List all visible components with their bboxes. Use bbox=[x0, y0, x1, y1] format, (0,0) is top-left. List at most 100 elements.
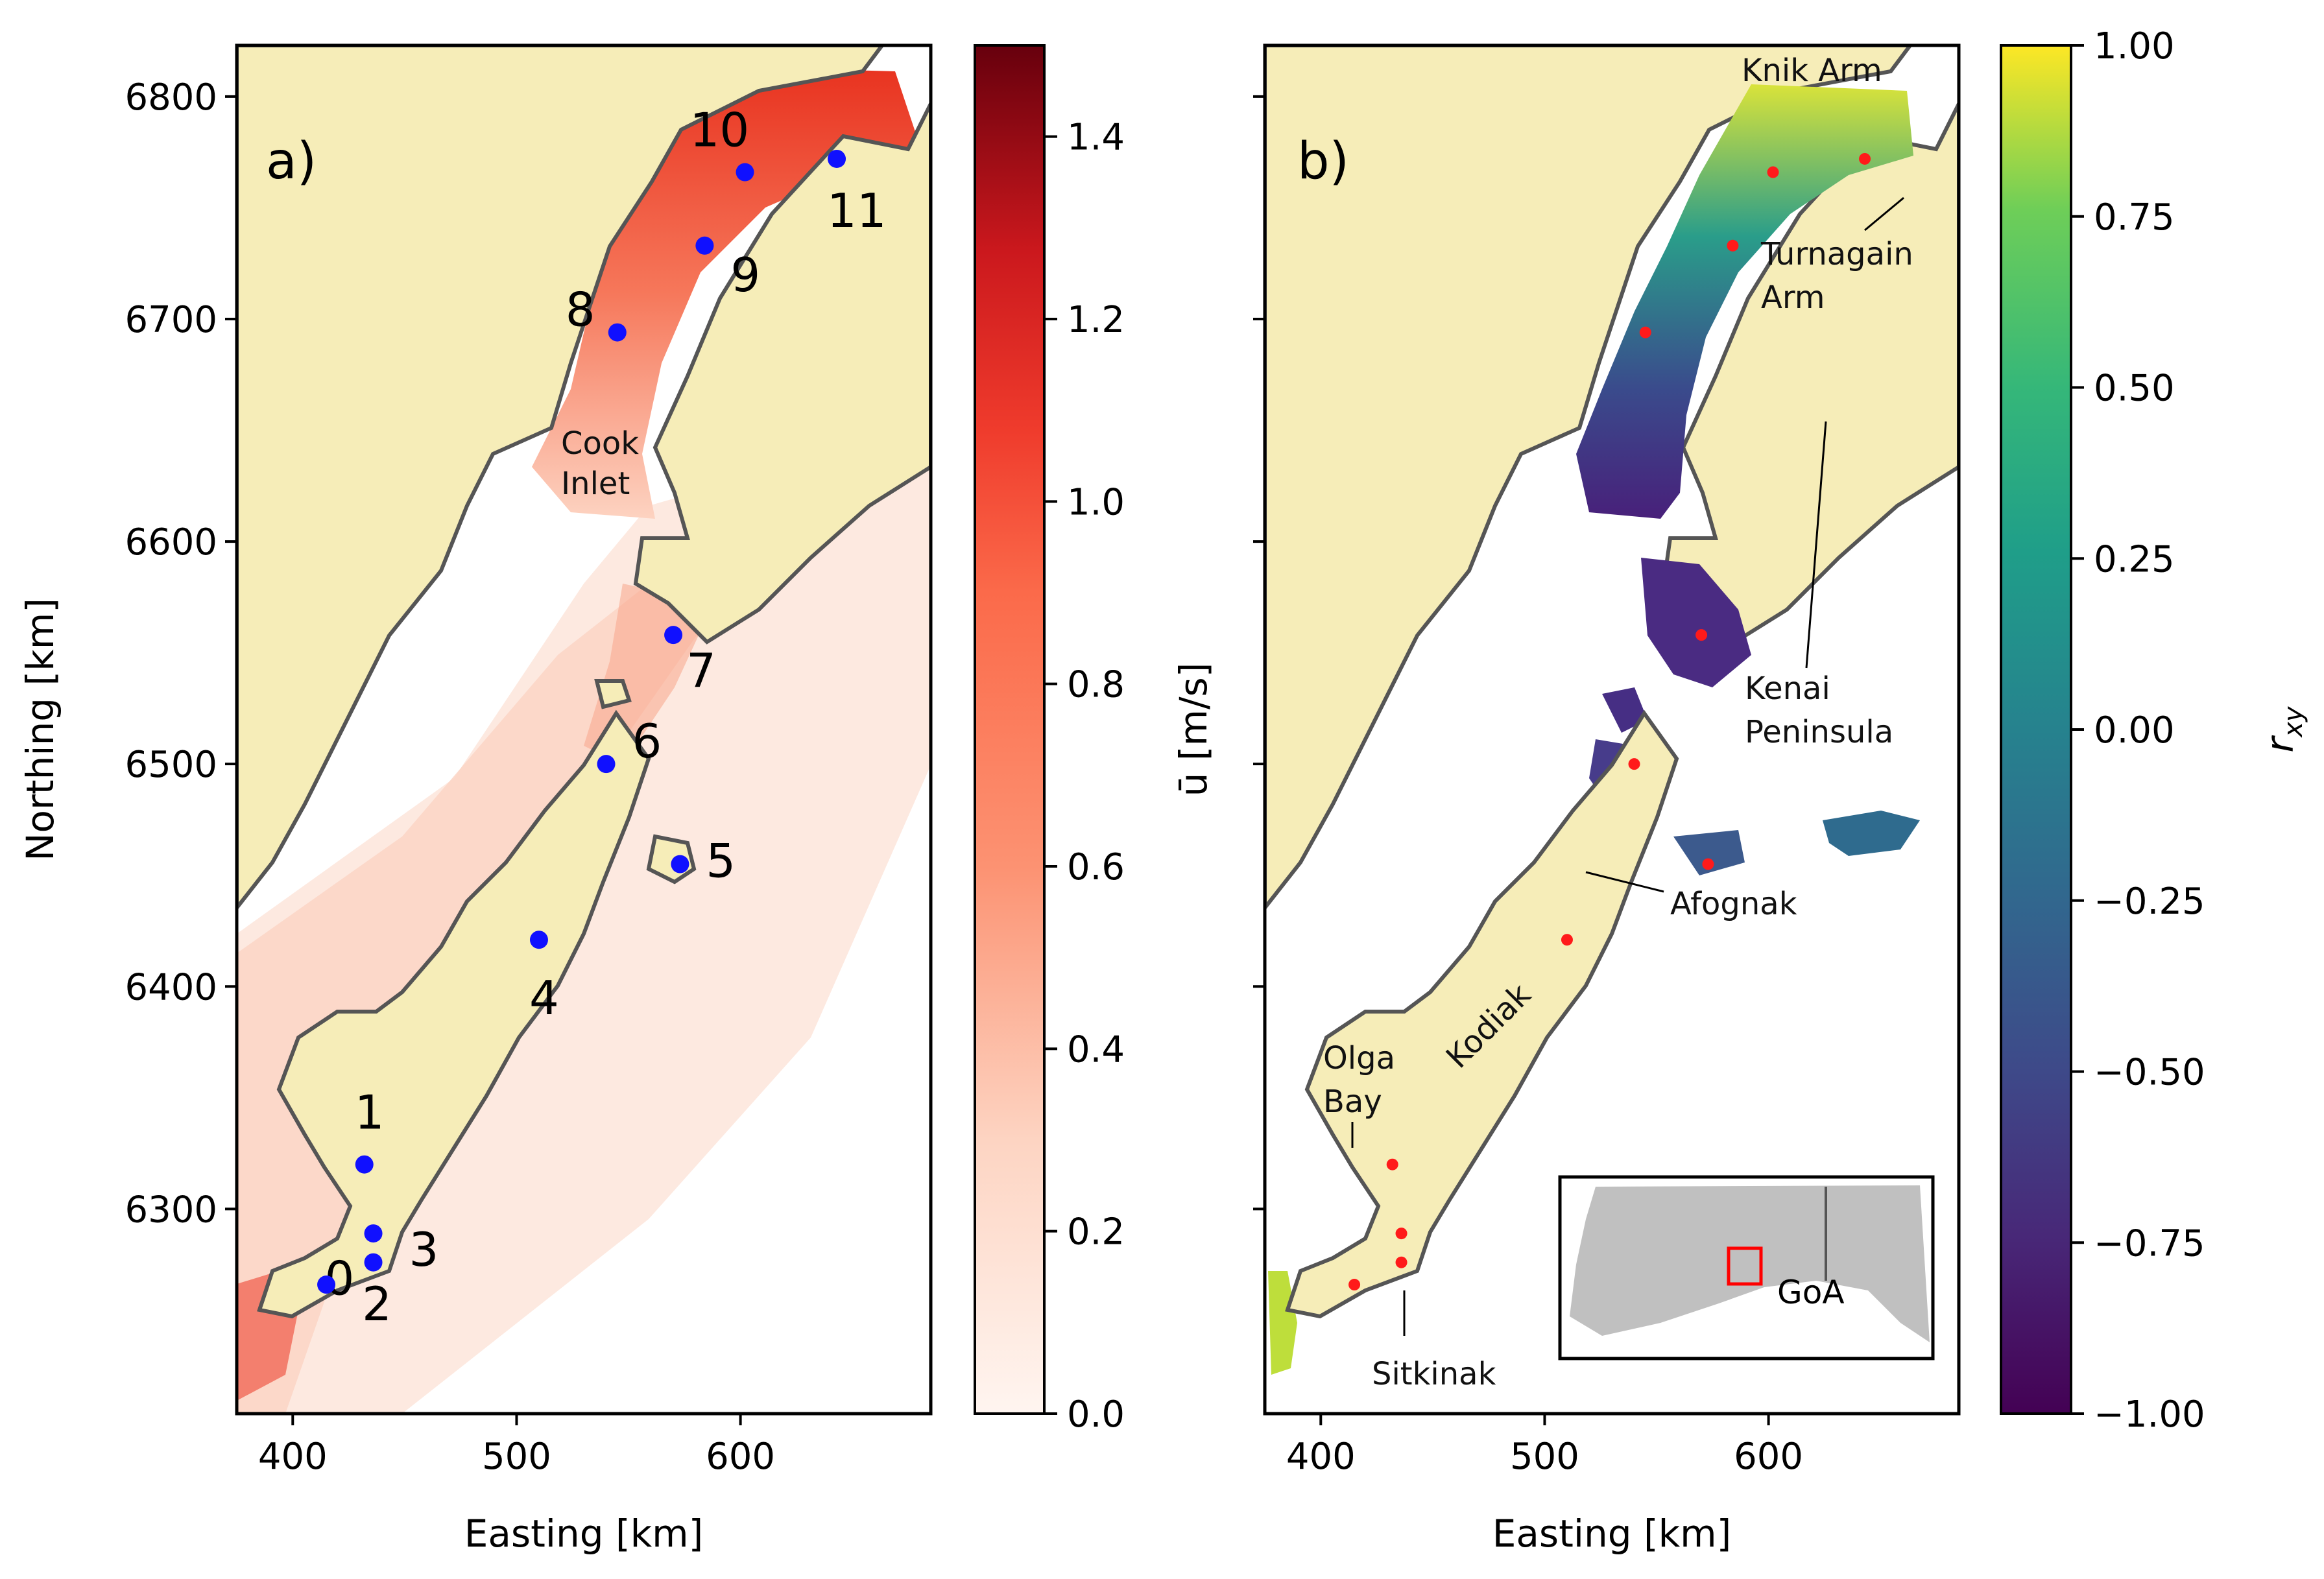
station-marker bbox=[317, 1276, 336, 1294]
panel-b-y-ticks bbox=[1253, 95, 1265, 1211]
station-marker bbox=[364, 1253, 383, 1272]
kenai-peninsula-label-1: Kenai bbox=[1745, 671, 1830, 707]
x-tick-label: 500 bbox=[1510, 1436, 1579, 1478]
inset-map: GoA bbox=[1558, 1175, 1935, 1360]
panel-b: GoA 400 500 600 b) Knik Arm Turnagain Arm … bbox=[1253, 43, 1961, 1556]
station-label: 1 bbox=[355, 1086, 385, 1140]
station-marker bbox=[671, 855, 689, 873]
station-label: 10 bbox=[690, 103, 750, 158]
colorbar-tick-label: 1.4 bbox=[1067, 117, 1125, 159]
panel-a-frame bbox=[235, 43, 933, 1416]
panel-a-y-axis-label: Northing [km] bbox=[18, 598, 62, 861]
kodiak-island-b bbox=[1285, 709, 1679, 1319]
sitkinak-label: Sitkinak bbox=[1372, 1356, 1496, 1392]
station-dot bbox=[1561, 934, 1573, 946]
colorbar-tick-label: 1.0 bbox=[1067, 481, 1125, 523]
mainland-north bbox=[237, 45, 885, 911]
station-marker bbox=[664, 626, 683, 645]
station-dot bbox=[1639, 326, 1651, 338]
panel-a-label: a) bbox=[266, 132, 317, 191]
y-tick-label: 6400 bbox=[125, 966, 217, 1008]
inset-study-box bbox=[1727, 1246, 1763, 1286]
colorbar-a-label: ū [m/s] bbox=[1171, 663, 1216, 797]
turnagain-arm-label-1: Turnagain bbox=[1760, 236, 1913, 272]
colorbar-tick-label: −0.75 bbox=[2094, 1222, 2205, 1264]
kenai-peninsula-label-2: Peninsula bbox=[1745, 714, 1893, 750]
cook-inlet-label-1: Cook bbox=[561, 425, 639, 462]
station-label: 6 bbox=[632, 714, 662, 768]
afognak-leader bbox=[1585, 871, 1664, 893]
station-dot bbox=[1695, 629, 1708, 641]
colorbar-tick-label: 0.2 bbox=[1067, 1211, 1125, 1253]
x-tick-label: 500 bbox=[482, 1436, 551, 1478]
barren-island bbox=[594, 679, 632, 709]
station-dot bbox=[1767, 166, 1779, 178]
x-tick-label: 600 bbox=[1734, 1436, 1803, 1478]
afognak-label: Afognak bbox=[1670, 886, 1797, 922]
panel-a-x-ticks: 400 500 600 bbox=[258, 1414, 775, 1478]
colorbar-tick-label: 0.8 bbox=[1067, 664, 1125, 706]
colorbar-tick-label: 0.4 bbox=[1067, 1028, 1125, 1071]
colorbar-b: 1.00 0.75 0.50 0.25 0.00 −0.25 −0.50 −0.75 −1.00… bbox=[2000, 25, 2308, 1436]
knik-arm-label: Knik Arm bbox=[1742, 53, 1882, 89]
offshore-correlation bbox=[1823, 811, 1920, 856]
station-dot bbox=[1386, 1158, 1398, 1170]
colorbar-tick-label: −1.00 bbox=[2094, 1394, 2205, 1436]
station-dot bbox=[1727, 239, 1739, 252]
kenai-correlation bbox=[1641, 558, 1751, 687]
barren-correlation bbox=[1602, 687, 1647, 733]
mainland-east-b bbox=[1661, 102, 1959, 645]
colorbar-tick-label: 1.00 bbox=[2094, 25, 2175, 67]
olga-bay-label-2: Bay bbox=[1323, 1084, 1382, 1120]
station-label: 2 bbox=[362, 1277, 392, 1331]
inset-alaska-land bbox=[1570, 1185, 1930, 1342]
inset-goa-label: GoA bbox=[1777, 1274, 1845, 1311]
y-tick-label: 6500 bbox=[125, 744, 217, 786]
colorbar-b-gradient bbox=[2000, 44, 2072, 1415]
station-label: 8 bbox=[566, 283, 595, 337]
station-label: 5 bbox=[706, 834, 736, 888]
panel-a-x-axis-label: Easting [km] bbox=[464, 1512, 704, 1556]
colorbar-b-ticks: 1.00 0.75 0.50 0.25 0.00 −0.25 −0.50 −0.75 −1.00 bbox=[2071, 25, 2205, 1436]
station-dot bbox=[1628, 758, 1640, 770]
y-tick-label: 6600 bbox=[125, 521, 217, 564]
colorbar-tick-label: 0.6 bbox=[1067, 846, 1125, 888]
colorbar-a: 0.0 0.2 0.4 0.6 0.8 1.0 1.2 1.4 ū [m/s] bbox=[974, 44, 1216, 1436]
y-tick-label: 6300 bbox=[125, 1189, 217, 1231]
colorbar-b-label: rxy bbox=[2258, 706, 2308, 753]
panel-b-x-axis-label: Easting [km] bbox=[1492, 1512, 1732, 1556]
station-marker bbox=[608, 323, 627, 342]
colorbar-tick-label: 0.50 bbox=[2094, 368, 2175, 410]
station-dot bbox=[1395, 1228, 1408, 1240]
panel-b-label: b) bbox=[1297, 132, 1349, 191]
cook-inlet-correlation bbox=[1576, 84, 1913, 519]
colorbar-tick-label: −0.50 bbox=[2094, 1052, 2205, 1094]
x-tick-label: 400 bbox=[1286, 1436, 1356, 1478]
x-tick-label: 400 bbox=[258, 1436, 328, 1478]
olga-bay-label-1: Olga bbox=[1323, 1040, 1395, 1076]
panel-a-y-ticks: 6300 6400 6500 6600 6700 6800 bbox=[125, 77, 237, 1231]
mainland-east bbox=[633, 102, 931, 645]
colorbar-tick-label: 1.2 bbox=[1067, 299, 1125, 341]
kenai-leader bbox=[1805, 421, 1827, 669]
cook-inlet-label-2: Inlet bbox=[561, 466, 630, 502]
station-marker bbox=[364, 1224, 383, 1243]
x-tick-label: 600 bbox=[706, 1436, 775, 1478]
station-marker bbox=[828, 149, 846, 168]
station-label: 7 bbox=[686, 643, 716, 698]
panel-b-stations bbox=[1348, 152, 1871, 1291]
station-label: 3 bbox=[409, 1222, 439, 1277]
panel-b-x-ticks: 400 500 600 bbox=[1286, 1414, 1803, 1478]
station-marker bbox=[355, 1155, 374, 1174]
station-label: 4 bbox=[529, 971, 559, 1025]
colorbar-tick-label: −0.25 bbox=[2094, 881, 2205, 923]
station-dot bbox=[1348, 1279, 1361, 1291]
colorbar-a-ticks: 0.0 0.2 0.4 0.6 0.8 1.0 1.2 1.4 bbox=[1044, 117, 1125, 1436]
panel-b-frame bbox=[1263, 43, 1961, 1416]
station-dot bbox=[1859, 152, 1871, 165]
colorbar-b-label-subscript: xy bbox=[2279, 706, 2308, 739]
station-marker bbox=[695, 236, 714, 255]
